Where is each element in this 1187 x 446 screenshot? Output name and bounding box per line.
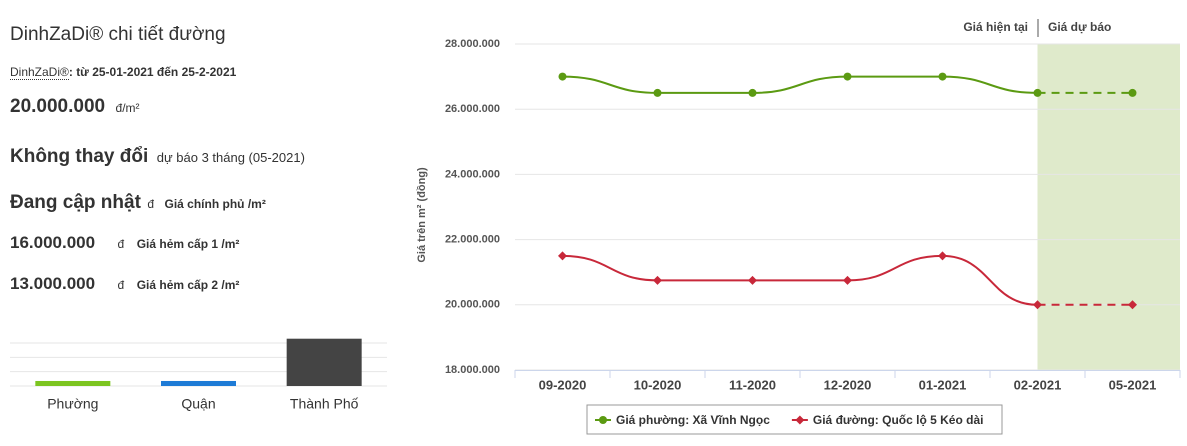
- point: [1128, 300, 1137, 310]
- row-unit: đ: [117, 278, 125, 292]
- header-forecast: Giá dự báo: [1048, 20, 1111, 34]
- x-tick-label: Phường: [47, 396, 98, 412]
- point: [843, 275, 852, 285]
- point: [1033, 300, 1042, 310]
- series-line: [562, 254, 1038, 306]
- point: [558, 72, 567, 81]
- period: : từ 25-01-2021 đến 25-2-2021: [68, 65, 237, 79]
- panel-title: DinhZaDi® chi tiết đường: [10, 24, 226, 45]
- x-tick-label: 02-2021: [1014, 377, 1062, 392]
- point: [1033, 88, 1042, 97]
- x-tick-label: Quận: [181, 396, 215, 412]
- row-unit: đ: [117, 237, 125, 251]
- point: [748, 88, 757, 97]
- x-tick-label: 05-2021: [1109, 377, 1157, 392]
- y-tick-label: 26.000.000: [445, 103, 500, 115]
- price: 20.000.000: [10, 96, 106, 117]
- brand: DinhZaDi®: [10, 65, 69, 80]
- header-current: Giá hiện tại: [963, 20, 1028, 34]
- bar: [161, 380, 236, 386]
- x-tick-label: 10-2020: [634, 377, 682, 392]
- point: [1128, 88, 1137, 97]
- series-line: [562, 75, 1038, 94]
- row-value: 16.000.000: [10, 233, 96, 252]
- row-value: Đang cập nhật: [10, 192, 141, 213]
- row-label: Giá chính phủ /m²: [164, 197, 266, 211]
- y-tick-label: 18.000.000: [445, 364, 500, 376]
- x-tick-label: 11-2020: [729, 377, 776, 392]
- y-tick-label: 28.000.000: [445, 38, 500, 50]
- trend: Không thay đổi: [10, 146, 149, 167]
- row-unit: đ: [147, 197, 155, 211]
- y-tick-label: 22.000.000: [445, 234, 500, 246]
- x-tick-label: 09-2020: [539, 377, 587, 392]
- x-tick-label: Thành Phố: [290, 396, 359, 412]
- point: [748, 275, 757, 285]
- bar: [35, 380, 111, 386]
- point: [653, 88, 662, 97]
- legend-label: Giá phường: Xã Vĩnh Ngọc: [616, 413, 770, 427]
- point: [558, 251, 567, 261]
- point: [938, 251, 947, 261]
- point: [938, 72, 947, 81]
- point: [843, 72, 852, 81]
- row-label: Giá hẻm cấp 1 /m²: [136, 237, 240, 251]
- y-tick-label: 20.000.000: [445, 299, 500, 311]
- point: [653, 275, 662, 285]
- row-value: 13.000.000: [10, 274, 96, 293]
- legend: Giá phường: Xã Vĩnh Ngọc Giá đường: Quốc …: [586, 404, 1003, 435]
- x-tick-label: 01-2021: [919, 377, 967, 392]
- forecast: dự báo 3 tháng (05-2021): [156, 150, 305, 165]
- legend-label: Giá đường: Quốc lộ 5 Kéo dài: [813, 413, 984, 427]
- bar: [286, 338, 362, 386]
- legend-marker: [795, 415, 805, 425]
- y-axis-label: Giá trên m² (đồng): [416, 167, 428, 263]
- x-tick-label: 12-2020: [824, 377, 872, 392]
- price-unit: đ/m²: [115, 101, 140, 115]
- y-tick-label: 24.000.000: [445, 168, 500, 180]
- legend-marker: [599, 416, 607, 424]
- forecast-region: [1037, 44, 1180, 370]
- row-label: Giá hẻm cấp 2 /m²: [136, 278, 240, 292]
